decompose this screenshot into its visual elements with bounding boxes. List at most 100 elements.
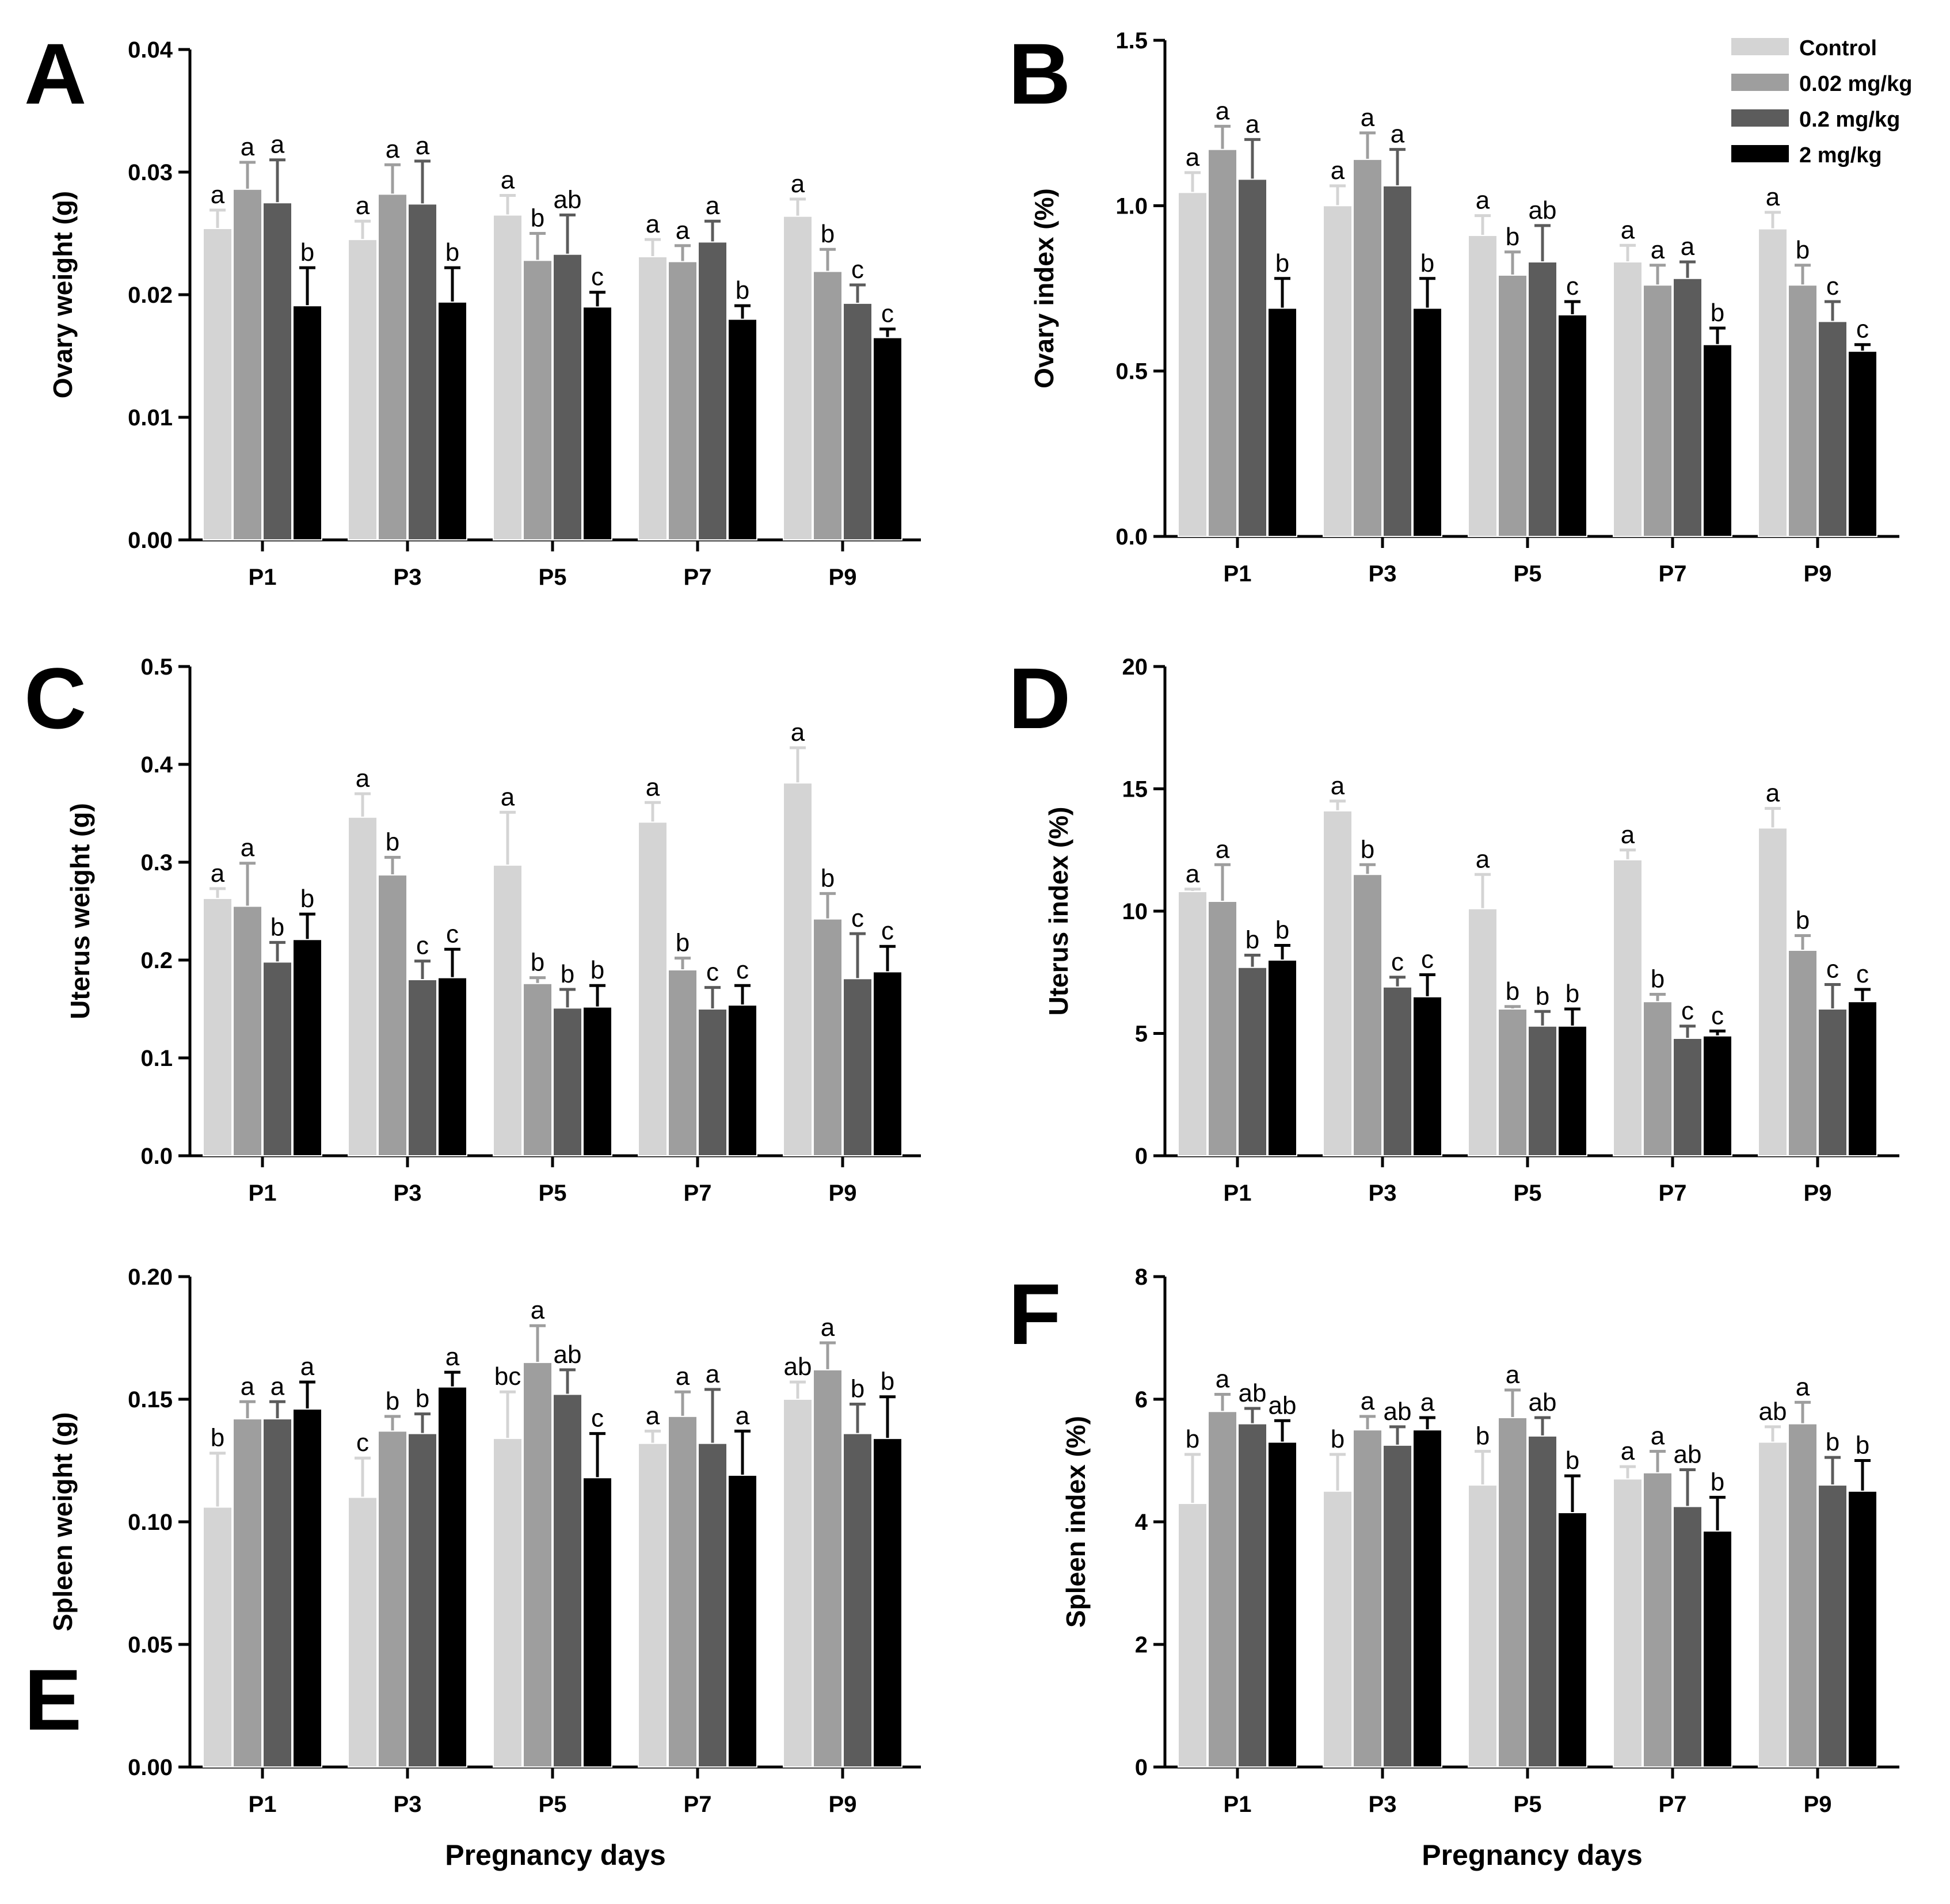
bar-0-2-mg-kg-p7 [698, 241, 728, 541]
sig-label-0-02-mg-kg-p5: b [1506, 977, 1519, 1006]
sig-label-control-p5: bc [494, 1362, 521, 1391]
legend-swatch-0-02 [1731, 74, 1789, 91]
x-tick-label-p3: P3 [1369, 1181, 1397, 1206]
legend: Control 0.02 mg/kg 0.2 mg/kg 2 mg/kg [1731, 36, 1912, 167]
bar-2-mg-kg-p1 [1267, 959, 1297, 1156]
bar-0-02-mg-kg-p9 [813, 271, 843, 540]
bar-2-mg-kg-p7 [1703, 1530, 1732, 1768]
x-tick-label-p7: P7 [1659, 1181, 1687, 1206]
bar-control-p3 [1323, 810, 1353, 1156]
y-tick-label: 0.5 [140, 654, 173, 680]
bar-2-mg-kg-p1 [1267, 307, 1297, 537]
bar-2-mg-kg-p9 [1848, 1001, 1877, 1156]
sig-label-control-p9: ab [1759, 1397, 1787, 1426]
sig-label-0-2-mg-kg-p7: a [1681, 233, 1695, 261]
sig-label-control-p9: a [1766, 183, 1780, 211]
panel-a: A 0.00 0.01 0.02 0.03 0.04 Ovary weight (g) P1 a… [24, 25, 921, 590]
bar-control-p5 [493, 214, 523, 540]
bar-2-mg-kg-p7 [1703, 344, 1732, 538]
bar-0-2-mg-kg-p7 [698, 1442, 728, 1768]
y-axis-label: Ovary index (%) [1029, 188, 1059, 389]
bar-0-2-mg-kg-p7 [1673, 1038, 1703, 1156]
bar-2-mg-kg-p5 [582, 306, 612, 540]
bar-0-2-mg-kg-p5 [553, 253, 582, 540]
bar-0-02-mg-kg-p1 [233, 188, 262, 540]
sig-label-control-p9: a [1766, 779, 1780, 808]
x-tick-label-p9: P9 [829, 565, 857, 590]
sig-label-0-2-mg-kg-p1: a [271, 1372, 285, 1400]
x-tick-label-p1: P1 [1224, 1792, 1252, 1817]
bar-2-mg-kg-p5 [1557, 314, 1587, 537]
bar-control-p1 [203, 1506, 233, 1768]
bar-2-mg-kg-p7 [728, 1004, 757, 1156]
sig-label-0-02-mg-kg-p5: a [1506, 1361, 1520, 1389]
sig-label-0-02-mg-kg-p1: a [1216, 97, 1230, 125]
bar-control-p7 [638, 821, 668, 1157]
bar-0-2-mg-kg-p5 [553, 1393, 582, 1768]
y-tick-label: 0.20 [128, 1265, 173, 1290]
sig-label-0-2-mg-kg-p9: c [1826, 955, 1839, 984]
bar-0-02-mg-kg-p3 [1353, 1429, 1382, 1768]
bar-0-02-mg-kg-p9 [813, 918, 843, 1156]
sig-label-0-2-mg-kg-p5: ab [1529, 196, 1557, 224]
bar-control-p3 [348, 239, 378, 540]
sig-label-0-2-mg-kg-p9: b [1826, 1428, 1839, 1456]
y-tick-label: 15 [1122, 777, 1148, 802]
bar-control-p7 [638, 256, 668, 540]
bar-0-02-mg-kg-p1 [1208, 148, 1237, 537]
sig-label-0-2-mg-kg-p5: b [561, 960, 574, 988]
y-axis-label: Spleen index (%) [1061, 1416, 1091, 1628]
y-tick-label: 0.01 [128, 405, 173, 431]
sig-label-0-2-mg-kg-p5: ab [554, 186, 582, 214]
sig-label-0-2-mg-kg-p1: b [271, 913, 284, 941]
bar-control-p7 [1613, 1478, 1643, 1768]
bar-control-p1 [1178, 192, 1208, 537]
x-tick-label-p5: P5 [1514, 1792, 1542, 1817]
y-tick-label: 0.15 [128, 1387, 173, 1412]
sig-label-2-mg-kg-p3: a [445, 1343, 460, 1371]
y-tick-label: 0.3 [140, 850, 173, 875]
bar-2-mg-kg-p7 [728, 1475, 757, 1768]
bar-0-02-mg-kg-p1 [1208, 1411, 1237, 1768]
bar-0-2-mg-kg-p1 [262, 202, 292, 540]
bar-control-p9 [783, 215, 813, 540]
bar-2-mg-kg-p9 [873, 1438, 902, 1768]
bar-control-p3 [1323, 1490, 1353, 1768]
bar-control-p3 [1323, 205, 1353, 538]
sig-label-0-02-mg-kg-p9: b [821, 220, 835, 248]
legend-swatch-0-2 [1731, 109, 1789, 127]
y-tick-label: 1.5 [1115, 28, 1148, 54]
x-tick-label-p1: P1 [249, 1792, 277, 1817]
bar-0-02-mg-kg-p3 [378, 1430, 407, 1768]
x-tick-label-p9: P9 [829, 1792, 857, 1817]
x-tick-label-p5: P5 [1514, 1181, 1542, 1206]
sig-label-2-mg-kg-p7: b [1711, 299, 1724, 327]
y-tick-label: 0.05 [128, 1632, 173, 1658]
bar-0-02-mg-kg-p7 [668, 969, 698, 1156]
sig-label-0-2-mg-kg-p7: a [706, 192, 720, 220]
sig-label-0-02-mg-kg-p7: a [1651, 236, 1665, 264]
y-tick-label: 0.5 [1115, 359, 1148, 384]
sig-label-control-p5: a [501, 166, 515, 194]
bar-0-2-mg-kg-p7 [698, 1008, 728, 1156]
bar-control-p3 [348, 816, 378, 1157]
bar-0-02-mg-kg-p9 [1788, 284, 1818, 537]
bar-2-mg-kg-p7 [728, 318, 757, 540]
sig-label-2-mg-kg-p7: c [1711, 1001, 1724, 1030]
bar-control-p5 [1468, 235, 1498, 537]
sig-label-2-mg-kg-p9: b [881, 1368, 894, 1396]
bar-2-mg-kg-p9 [873, 337, 902, 540]
x-tick-label-p3: P3 [394, 1792, 422, 1817]
sig-label-2-mg-kg-p9: c [1856, 960, 1869, 988]
sig-label-control-p7: a [1621, 1437, 1635, 1465]
y-tick-label: 0.04 [128, 37, 173, 63]
bar-0-02-mg-kg-p1 [233, 905, 262, 1156]
sig-label-0-02-mg-kg-p1: a [241, 1372, 255, 1400]
bar-control-p9 [783, 1399, 813, 1768]
sig-label-0-02-mg-kg-p9: b [1796, 907, 1810, 935]
bar-control-p5 [1468, 908, 1498, 1156]
bar-0-2-mg-kg-p1 [262, 961, 292, 1157]
